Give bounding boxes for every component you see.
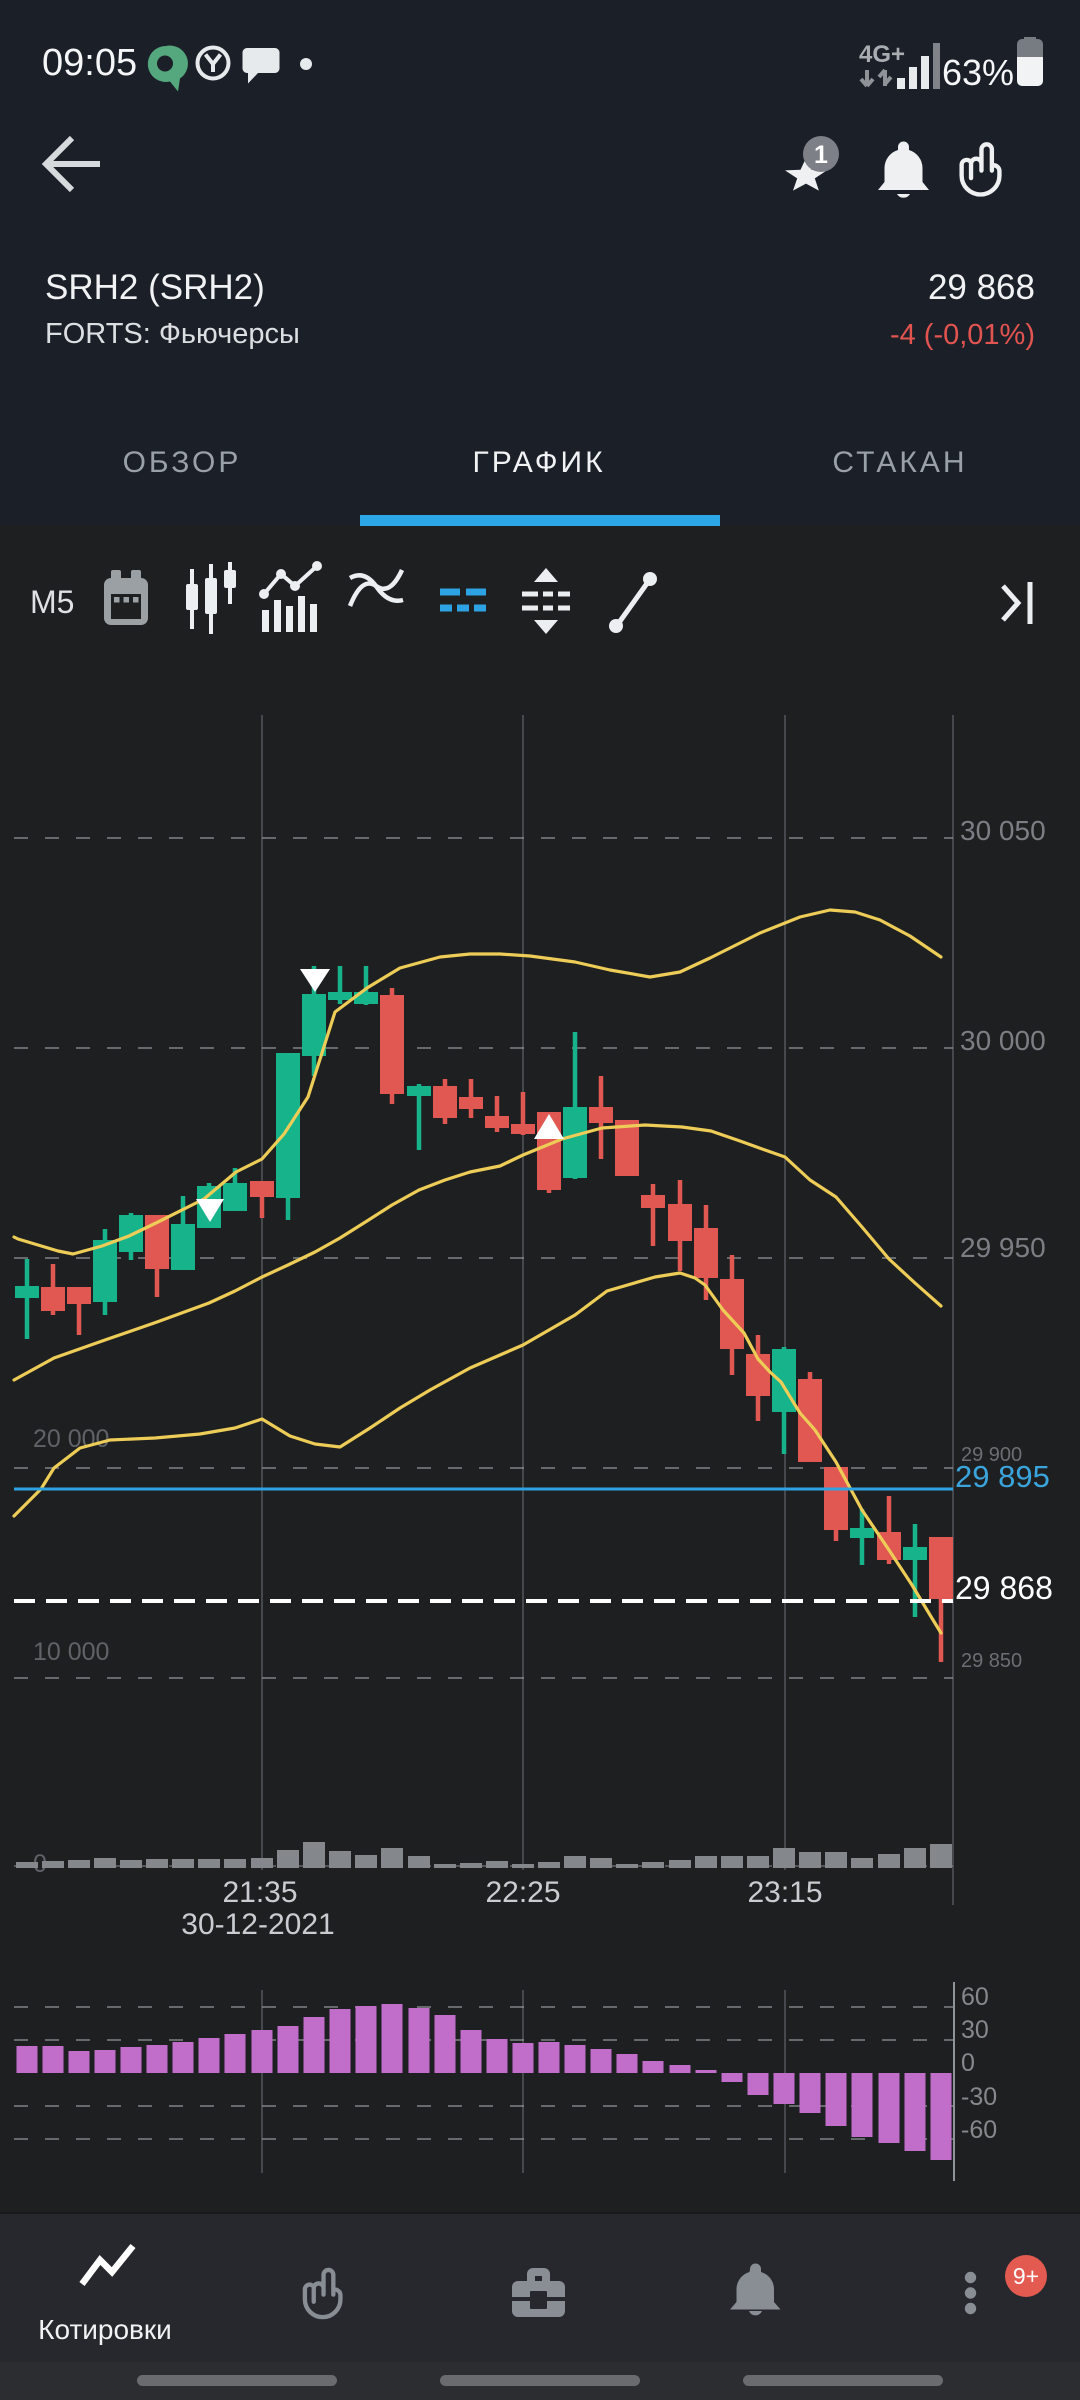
svg-text:20 000: 20 000 xyxy=(33,1425,109,1453)
svg-text:0: 0 xyxy=(33,1850,47,1878)
svg-text:22:25: 22:25 xyxy=(485,1876,560,1909)
svg-text:29 850: 29 850 xyxy=(961,1650,1022,1672)
svg-text:21:35: 21:35 xyxy=(222,1876,297,1909)
svg-text:0: 0 xyxy=(961,2049,975,2077)
svg-text:4G+: 4G+ xyxy=(859,41,905,68)
svg-text:-30: -30 xyxy=(961,2083,997,2111)
svg-text:10 000: 10 000 xyxy=(33,1638,109,1666)
svg-text:30 050: 30 050 xyxy=(960,815,1046,846)
svg-text:29 868: 29 868 xyxy=(955,1570,1053,1606)
svg-text:-60: -60 xyxy=(961,2116,997,2144)
svg-text:30: 30 xyxy=(961,2016,989,2044)
svg-text:63%: 63% xyxy=(942,52,1014,93)
svg-text:M5: M5 xyxy=(30,584,74,620)
svg-text:29 900: 29 900 xyxy=(961,1444,1022,1466)
svg-text:29 950: 29 950 xyxy=(960,1232,1046,1263)
svg-text:9+: 9+ xyxy=(1013,2263,1039,2289)
svg-text:Котировки: Котировки xyxy=(38,2314,172,2345)
svg-text:30-12-2021: 30-12-2021 xyxy=(181,1908,334,1941)
svg-text:23:15: 23:15 xyxy=(747,1876,822,1909)
svg-text:29 895: 29 895 xyxy=(955,1459,1050,1494)
svg-text:30 000: 30 000 xyxy=(960,1025,1046,1056)
svg-text:1: 1 xyxy=(814,141,828,169)
svg-text:60: 60 xyxy=(961,1983,989,2011)
